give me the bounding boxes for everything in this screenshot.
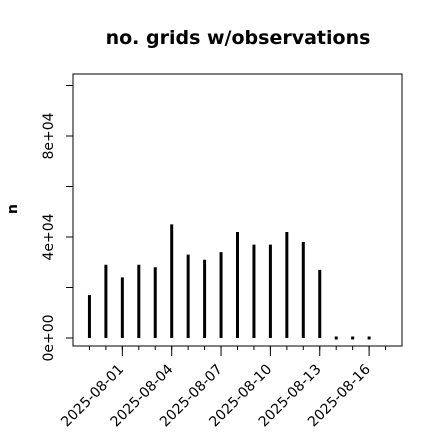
bar-zero-marker	[351, 336, 355, 340]
bars	[87, 224, 371, 340]
x-axis: 2025-08-012025-08-042025-08-072025-08-10…	[58, 346, 387, 430]
y-tick-label: 4e+04	[41, 213, 57, 260]
y-axis: 0e+00 4e+04 8e+04	[41, 85, 73, 362]
bar-zero-marker	[334, 336, 338, 340]
y-tick-label: 8e+04	[41, 112, 57, 159]
bar-zero-marker	[367, 336, 371, 340]
y-axis-label: n	[5, 204, 21, 214]
chart-title: no. grids w/observations	[106, 27, 371, 49]
y-tick-label: 0e+00	[41, 314, 57, 361]
